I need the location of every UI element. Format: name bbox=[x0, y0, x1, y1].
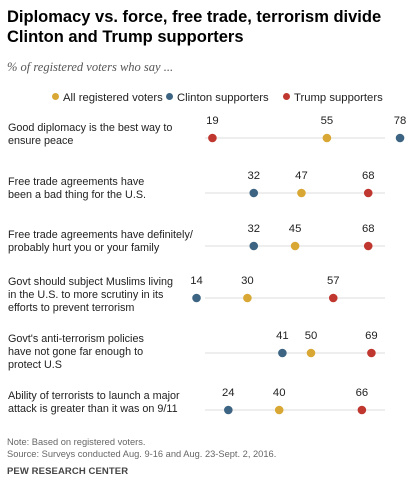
data-label-all: 30 bbox=[241, 275, 254, 287]
data-point-clinton bbox=[395, 133, 405, 143]
row-label-line: Govt should subject Muslims living bbox=[8, 276, 174, 288]
data-label-clinton: 32 bbox=[247, 223, 260, 235]
row-label-terror-ability: Ability of terrorists to launch a major … bbox=[8, 390, 208, 416]
legend-dot-trump bbox=[283, 93, 290, 100]
source-text: Source: Surveys conducted Aug. 9-16 and … bbox=[7, 448, 277, 459]
row-label-line: probably hurt you or your family bbox=[8, 242, 160, 254]
data-point-trump bbox=[363, 241, 373, 251]
data-label-all: 55 bbox=[321, 115, 334, 127]
row-label-line: been a bad thing for the U.S. bbox=[8, 189, 147, 201]
data-label-trump: 68 bbox=[362, 170, 375, 182]
legend-dot-all bbox=[52, 93, 59, 100]
data-label-trump: 69 bbox=[365, 330, 378, 342]
data-point-clinton bbox=[192, 293, 201, 303]
row-label-line: have not gone far enough to bbox=[8, 346, 144, 358]
data-point-all bbox=[243, 293, 252, 303]
row-label-line: Govt's anti-terrorism policies bbox=[8, 333, 144, 345]
data-point-all bbox=[322, 133, 332, 143]
footnote: Note: Based on registered voters. Source… bbox=[7, 437, 276, 460]
legend: All registered voters Clinton supporters… bbox=[0, 92, 420, 106]
dot-plot: 55 78 19 47 32 68 45 32 68 30 14 57 50 41 69 40 24 66 bbox=[190, 115, 407, 415]
legend-item-clinton: Clinton supporters bbox=[166, 92, 269, 104]
chart-title: Diplomacy vs. force, free trade, terrori… bbox=[7, 8, 382, 46]
row-label-anti-terrorism: Govt's anti-terrorism policies have not … bbox=[8, 333, 208, 372]
data-point-clinton bbox=[249, 241, 259, 251]
row-label-line: Good diplomacy is the best way to bbox=[8, 122, 173, 134]
row-label-line: attack is greater than it was on 9/11 bbox=[8, 403, 178, 415]
data-point-clinton bbox=[278, 348, 287, 358]
row-label-line: protect U.S bbox=[8, 359, 63, 371]
data-point-all bbox=[274, 405, 284, 415]
legend-label-clinton: Clinton supporters bbox=[177, 92, 269, 104]
data-label-trump: 68 bbox=[362, 223, 375, 235]
data-label-trump: 57 bbox=[327, 275, 340, 287]
data-label-clinton: 32 bbox=[247, 170, 260, 182]
legend-dot-clinton bbox=[166, 93, 173, 100]
legend-label-trump: Trump supporters bbox=[294, 92, 383, 104]
data-label-clinton: 24 bbox=[222, 387, 235, 399]
data-label-trump: 66 bbox=[356, 387, 369, 399]
row-label-muslim-scrutiny: Govt should subject Muslims living in th… bbox=[8, 276, 208, 315]
data-point-trump bbox=[208, 133, 217, 143]
chart-subtitle: % of registered voters who say ... bbox=[7, 60, 174, 74]
data-point-trump bbox=[367, 348, 376, 358]
legend-item-all: All registered voters bbox=[52, 92, 163, 104]
data-point-all bbox=[297, 188, 306, 198]
data-point-trump bbox=[363, 188, 373, 198]
data-point-clinton bbox=[224, 405, 233, 415]
row-label-free-trade-family: Free trade agreements have definitely/ p… bbox=[8, 229, 208, 255]
data-label-all: 50 bbox=[305, 330, 318, 342]
data-label-all: 40 bbox=[273, 387, 286, 399]
data-label-trump: 19 bbox=[206, 115, 219, 127]
data-label-clinton: 41 bbox=[276, 330, 289, 342]
row-label-line: Ability of terrorists to launch a major bbox=[8, 390, 180, 402]
row-label-line: Free trade agreements have bbox=[8, 176, 145, 188]
data-label-all: 45 bbox=[289, 223, 302, 235]
row-label-line: efforts to prevent terrorism bbox=[8, 302, 135, 314]
note-text: Note: Based on registered voters. bbox=[7, 437, 146, 447]
legend-label-all: All registered voters bbox=[63, 92, 163, 104]
data-point-all bbox=[290, 241, 300, 251]
row-label-line: ensure peace bbox=[8, 135, 74, 147]
data-point-all bbox=[306, 348, 316, 358]
data-point-clinton bbox=[249, 188, 259, 198]
data-label-all: 47 bbox=[295, 170, 308, 182]
row-label-diplomacy: Good diplomacy is the best way to ensure… bbox=[8, 122, 208, 148]
row-label-line: in the U.S. to more scrutiny in its bbox=[8, 289, 164, 301]
row-label-line: Free trade agreements have definitely/ bbox=[8, 229, 193, 241]
legend-item-trump: Trump supporters bbox=[283, 92, 383, 104]
data-label-clinton: 14 bbox=[190, 275, 203, 287]
org-name: PEW RESEARCH CENTER bbox=[7, 466, 129, 477]
data-point-trump bbox=[357, 405, 367, 415]
data-point-trump bbox=[328, 293, 338, 303]
row-label-free-trade-us: Free trade agreements have been a bad th… bbox=[8, 176, 208, 202]
data-label-clinton: 78 bbox=[394, 115, 407, 127]
